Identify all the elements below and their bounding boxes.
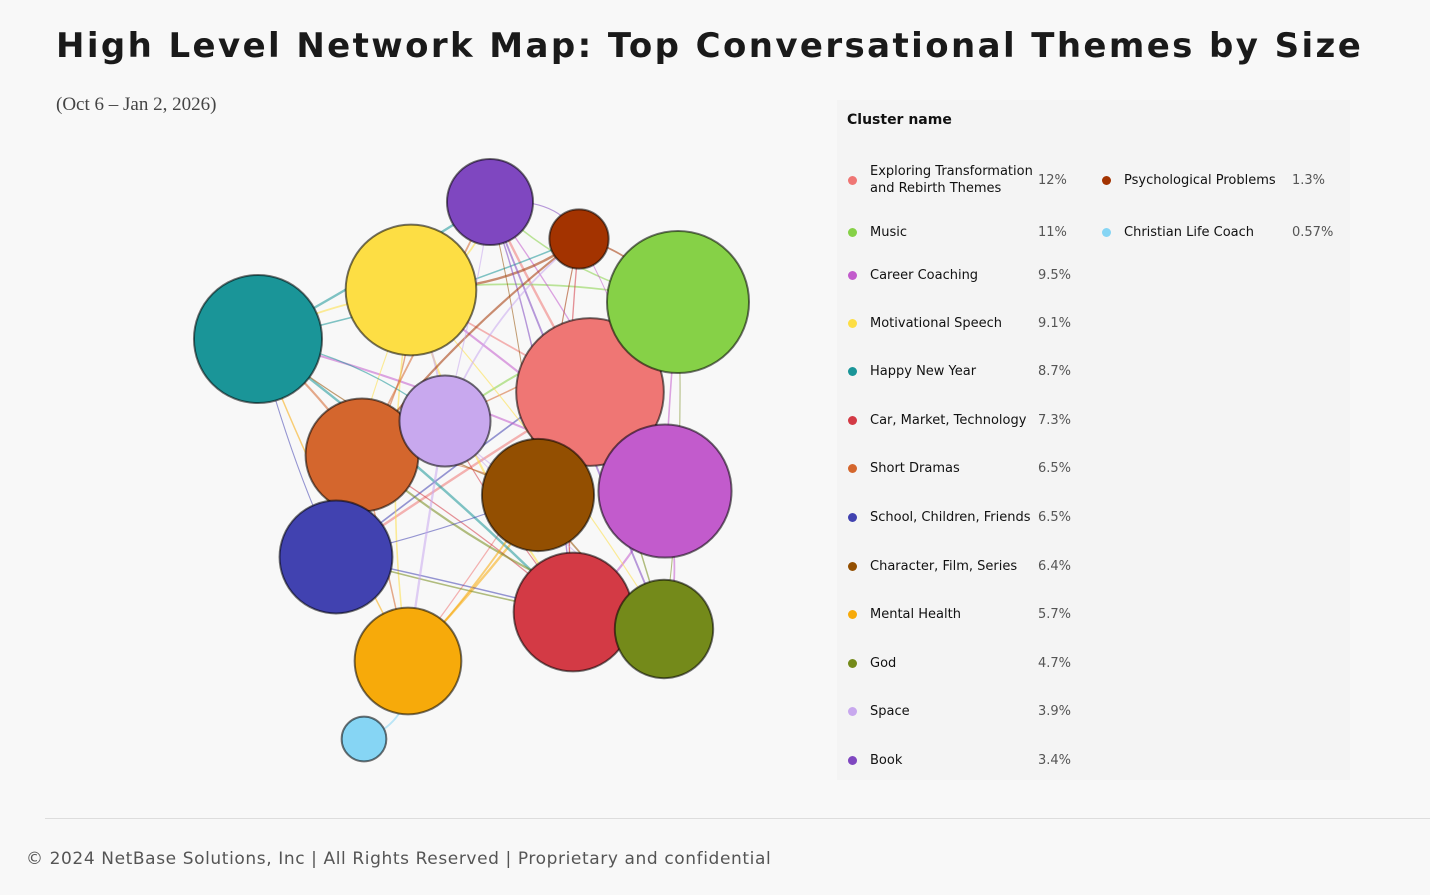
legend-label: Car, Market, Technology [870,412,1027,428]
legend-dot [848,561,857,571]
legend-item: God 4.7% [848,643,1071,683]
node [548,208,610,270]
network [192,157,751,763]
node [597,423,733,559]
legend-label: God [870,655,897,671]
chart-subtitle: (Oct 6 – Jan 2, 2026) [56,94,217,115]
node [340,715,388,763]
legend-dot [848,227,857,237]
legend-value: 3.9% [1038,703,1072,719]
legend-item: Happy New Year 8.7% [848,351,1071,391]
legend-value: 4.7% [1038,655,1072,671]
node [353,606,463,716]
legend-value: 9.1% [1038,315,1072,331]
legend-item: Motivational Speech 9.1% [848,303,1071,343]
legend-dot [848,415,857,425]
legend-label: School, Children, Friends [870,509,1031,525]
legend-label: Christian Life Coach [1124,224,1255,240]
legend-item: Short Dramas 6.5% [848,448,1071,488]
legend-item: Career Coaching 9.5% [848,255,1071,295]
legend-dot [1102,227,1111,237]
legend-dot [848,270,857,280]
legend-value: 6.4% [1038,558,1072,574]
legend-value: 12% [1038,172,1067,188]
node [480,437,596,553]
node [515,317,665,467]
legend-title: Cluster name [847,112,952,128]
legend-label: Character, Film, Series [870,558,1018,574]
legend-dot [848,463,857,473]
node [192,273,324,405]
legend-label: Career Coaching [870,267,979,283]
node [278,499,394,615]
legend-value: 5.7% [1038,606,1072,622]
legend-label: Happy New Year [870,363,977,379]
legend-dot [848,706,857,716]
legend-value: 9.5% [1038,267,1072,283]
legend-value: 3.4% [1038,752,1072,768]
legend-item: Psychological Problems 1.3% [1102,160,1325,200]
legend-dot [848,366,857,376]
legend-value: 6.5% [1038,509,1072,525]
node [605,229,751,375]
legend-item: School, Children, Friends 6.5% [848,497,1071,537]
legend-dot [848,175,857,185]
chart-title: High Level Network Map: Top Conversation… [56,26,1364,66]
legend-label: Exploring Transformation and Rebirth The… [870,164,1033,196]
legend-label: Short Dramas [870,460,960,476]
legend-label: Motivational Speech [870,315,1003,331]
legend-label: Mental Health [870,606,961,622]
legend-label: Space [870,703,910,719]
legend-label: Psychological Problems [1124,172,1276,188]
legend-item: Christian Life Coach 0.57% [1102,212,1333,252]
legend-label: Book [870,752,903,768]
legend-value: 7.3% [1038,412,1072,428]
legend-value: 6.5% [1038,460,1072,476]
legend: Cluster name Exploring Transformation and… [837,100,1350,780]
legend-item: Music 11% [848,212,1067,252]
node [445,157,535,247]
legend-value: 8.7% [1038,363,1072,379]
node [512,551,634,673]
footer: © 2024 NetBase Solutions, Inc | All Righ… [26,849,772,869]
divider [45,818,1430,819]
node [344,223,478,357]
legend-item: Exploring Transformation and Rebirth The… [848,160,1067,200]
legend-item: Car, Market, Technology 7.3% [848,400,1071,440]
legend-value: 1.3% [1292,172,1326,188]
legend-value: 11% [1038,224,1067,240]
legend-label: Music [870,224,907,240]
legend-item: Mental Health 5.7% [848,594,1071,634]
legend-item: Book 3.4% [848,740,1071,780]
legend-dot [848,609,857,619]
legend-dot [848,318,857,328]
legend-dot [848,512,857,522]
legend-dot [1102,175,1111,185]
node [398,374,492,468]
legend-dot [848,755,857,765]
legend-item: Character, Film, Series 6.4% [848,546,1071,586]
legend-item: Space 3.9% [848,691,1071,731]
node [613,578,715,680]
legend-dot [848,658,857,668]
legend-value: 0.57% [1292,224,1334,240]
